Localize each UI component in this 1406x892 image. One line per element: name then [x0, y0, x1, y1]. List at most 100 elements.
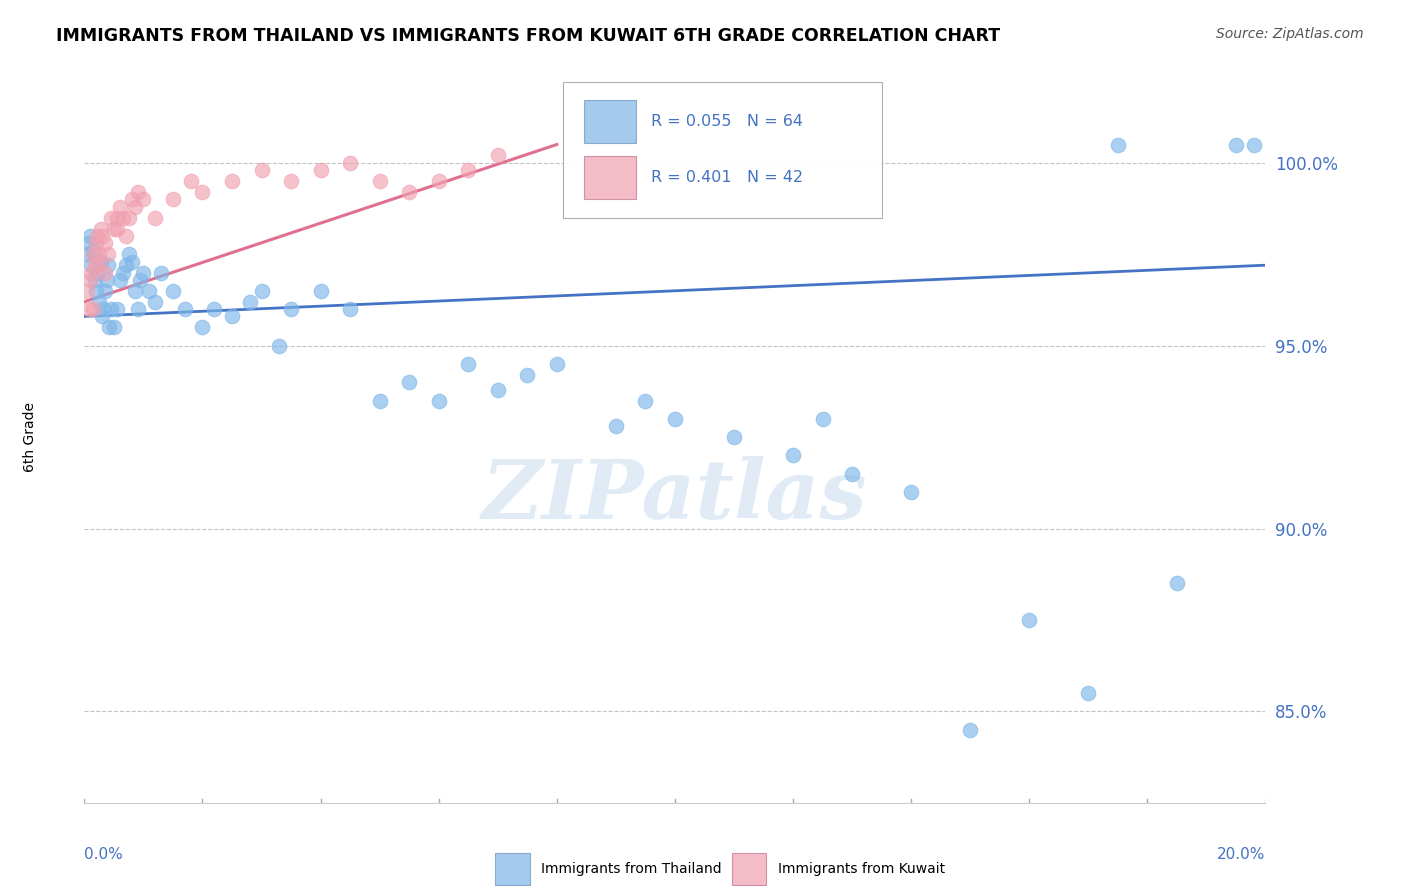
Text: 0.0%: 0.0% [84, 847, 124, 862]
Point [114, 258, 136, 272]
Point [97, 247, 120, 261]
Text: 20.0%: 20.0% [1218, 847, 1265, 862]
Point [80, 265, 103, 279]
Point [457, 163, 479, 178]
Point [162, 284, 184, 298]
Point [77, 301, 100, 317]
Text: Immigrants from Thailand: Immigrants from Thailand [541, 862, 723, 876]
Point [84, 284, 107, 298]
Point [546, 357, 568, 371]
Point [82, 244, 104, 258]
Text: R = 0.401   N = 42: R = 0.401 N = 42 [651, 169, 803, 185]
Point [1018, 613, 1040, 627]
Point [191, 320, 214, 334]
Point [138, 284, 160, 298]
Point [86, 265, 108, 279]
Point [118, 211, 141, 225]
Point [98, 320, 121, 334]
Point [398, 185, 420, 199]
Point [87, 294, 111, 309]
Point [84, 236, 107, 251]
Point [634, 393, 657, 408]
Point [121, 254, 143, 268]
Point [103, 221, 125, 235]
Point [94, 284, 117, 298]
Point [86, 228, 108, 243]
Point [127, 301, 149, 317]
Point [180, 174, 202, 188]
Point [96, 273, 118, 287]
Point [91, 228, 114, 243]
Point [1077, 686, 1099, 700]
Point [105, 301, 128, 317]
Point [1166, 576, 1188, 591]
Point [100, 211, 122, 225]
Point [127, 185, 149, 199]
Point [339, 301, 361, 317]
Point [486, 383, 509, 397]
Point [1107, 137, 1129, 152]
Point [173, 301, 195, 317]
Text: IMMIGRANTS FROM THAILAND VS IMMIGRANTS FROM KUWAIT 6TH GRADE CORRELATION CHART: IMMIGRANTS FROM THAILAND VS IMMIGRANTS F… [56, 27, 1000, 45]
Point [132, 265, 155, 279]
Point [143, 294, 166, 309]
Point [427, 174, 450, 188]
Point [108, 273, 131, 287]
Point [900, 485, 922, 500]
Point [150, 265, 173, 279]
Point [84, 258, 107, 272]
FancyBboxPatch shape [583, 156, 636, 199]
Point [811, 411, 834, 425]
Point [309, 163, 332, 178]
Point [239, 294, 262, 309]
Point [118, 247, 141, 261]
Point [80, 258, 103, 272]
Point [250, 163, 273, 178]
Point [79, 273, 101, 287]
Point [90, 221, 112, 235]
Point [82, 247, 104, 261]
Point [457, 357, 479, 371]
Point [221, 174, 243, 188]
Point [605, 419, 627, 434]
Point [91, 301, 114, 317]
Point [221, 310, 243, 324]
Point [91, 310, 114, 324]
Point [143, 211, 166, 225]
Point [124, 200, 146, 214]
Point [94, 265, 117, 279]
Point [398, 376, 420, 390]
Point [664, 411, 686, 425]
Point [105, 211, 128, 225]
Point [82, 301, 104, 317]
Point [84, 273, 107, 287]
Point [841, 467, 863, 481]
Point [76, 247, 98, 261]
Point [368, 174, 391, 188]
Point [191, 185, 214, 199]
Text: Source: ZipAtlas.com: Source: ZipAtlas.com [1216, 27, 1364, 41]
Point [516, 368, 538, 382]
Text: ZIPatlas: ZIPatlas [482, 456, 868, 535]
Point [368, 393, 391, 408]
Point [90, 254, 112, 268]
Point [77, 236, 100, 251]
Point [79, 228, 101, 243]
Point [959, 723, 981, 737]
Point [202, 301, 225, 317]
Point [427, 393, 450, 408]
Point [108, 200, 131, 214]
Point [132, 193, 155, 207]
FancyBboxPatch shape [562, 82, 882, 218]
Text: Immigrants from Kuwait: Immigrants from Kuwait [778, 862, 945, 876]
Point [111, 265, 134, 279]
Point [723, 430, 745, 444]
Point [1225, 137, 1247, 152]
Text: R = 0.055   N = 64: R = 0.055 N = 64 [651, 113, 803, 128]
Point [111, 211, 134, 225]
Text: 6th Grade: 6th Grade [22, 402, 37, 472]
Point [76, 284, 98, 298]
Point [486, 148, 509, 162]
Point [269, 339, 291, 353]
FancyBboxPatch shape [731, 853, 766, 885]
